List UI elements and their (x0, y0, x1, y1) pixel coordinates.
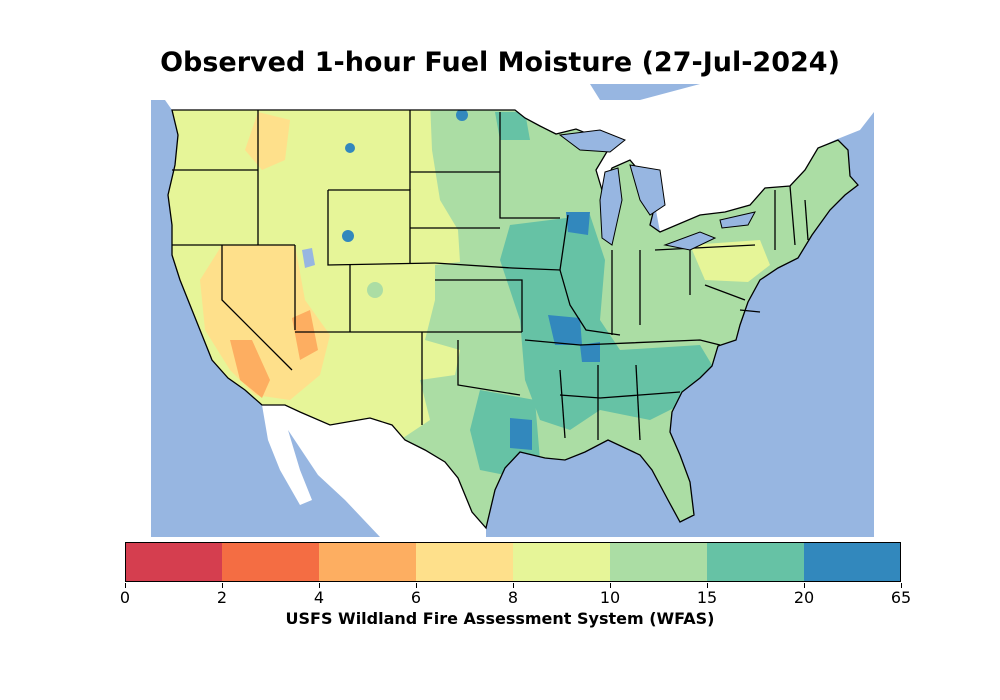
canada-land (151, 84, 874, 232)
moisture-zone-20-65-tx (510, 418, 532, 450)
moisture-spot (342, 230, 354, 242)
colorbar-tick-mark (513, 583, 514, 588)
colorbar-bin (707, 542, 805, 582)
colorbar-tick-mark (610, 583, 611, 588)
moisture-zone-6-8 (200, 245, 330, 400)
mexico-land (262, 405, 486, 537)
colorbar-bin (513, 542, 611, 582)
fuel-moisture-map (151, 84, 874, 537)
colorbar-tick-mark (319, 583, 320, 588)
colorbar-tick-mark (901, 583, 902, 588)
colorbar-tick-label: 2 (216, 588, 228, 607)
great-lakes (558, 129, 756, 251)
moisture-zone-20-65-il (566, 212, 590, 235)
colorbar-tick-mark (125, 583, 126, 588)
colorbar-tick-label: 65 (890, 588, 912, 607)
colorbar-bin (319, 542, 417, 582)
colorbar-tick-label: 20 (793, 588, 815, 607)
colorbar-bin (804, 542, 901, 582)
moisture-spot (367, 282, 383, 298)
moisture-zone-8-10-ne (690, 240, 770, 282)
moisture-zone-4-6-az (292, 310, 318, 360)
colorbar-tick-label: 8 (507, 588, 519, 607)
moisture-zone-15-20-central (500, 215, 715, 430)
great-salt-lake (302, 248, 315, 268)
moisture-spot (456, 110, 468, 121)
colorbar-tick-label: 4 (313, 588, 325, 607)
colorbar-tick-label: 10 (599, 588, 621, 607)
moisture-zone-20-65-mo (548, 315, 582, 345)
colorbar-bin (416, 542, 514, 582)
colorbar (125, 542, 901, 582)
colorbar-tick-label: 0 (119, 588, 131, 607)
moisture-zone-6-8-north (245, 112, 290, 170)
colorbar-tick-label: 15 (696, 588, 718, 607)
map-title: Observed 1-hour Fuel Moisture (27-Jul-20… (160, 47, 840, 78)
colorbar-tick-mark (707, 583, 708, 588)
colorbar-tick-mark (416, 583, 417, 588)
moisture-zone-20-65-tn (580, 342, 600, 362)
moisture-zone-4-6 (230, 340, 270, 398)
moisture-spot (345, 143, 355, 153)
colorbar-tick-mark (222, 583, 223, 588)
colorbar-bin (125, 542, 223, 582)
colorbar-ticks: 0 2 4 6 8 10 15 20 65 (0, 583, 1000, 607)
colorbar-bin (222, 542, 320, 582)
colorbar-bin (610, 542, 708, 582)
colorbar-tick-label: 6 (410, 588, 422, 607)
moisture-zone-15-20-nd (495, 112, 530, 140)
colorbar-label: USFS Wildland Fire Assessment System (WF… (285, 609, 715, 628)
colorbar-tick-mark (804, 583, 805, 588)
